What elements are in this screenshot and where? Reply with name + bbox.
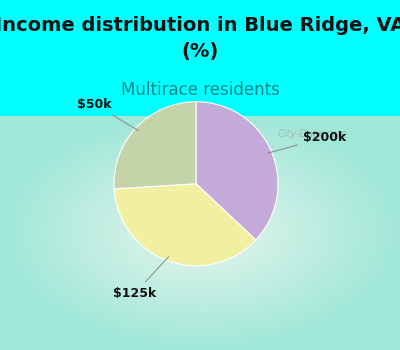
Text: $200k: $200k bbox=[268, 131, 346, 153]
Wedge shape bbox=[196, 102, 278, 240]
Text: City-Data.com: City-Data.com bbox=[277, 129, 347, 139]
Text: Multirace residents: Multirace residents bbox=[120, 81, 280, 99]
Text: $50k: $50k bbox=[77, 98, 139, 131]
Text: (%): (%) bbox=[181, 42, 219, 62]
Text: $125k: $125k bbox=[113, 257, 168, 300]
Wedge shape bbox=[114, 102, 196, 189]
Text: Income distribution in Blue Ridge, VA: Income distribution in Blue Ridge, VA bbox=[0, 16, 400, 35]
Wedge shape bbox=[114, 184, 256, 266]
